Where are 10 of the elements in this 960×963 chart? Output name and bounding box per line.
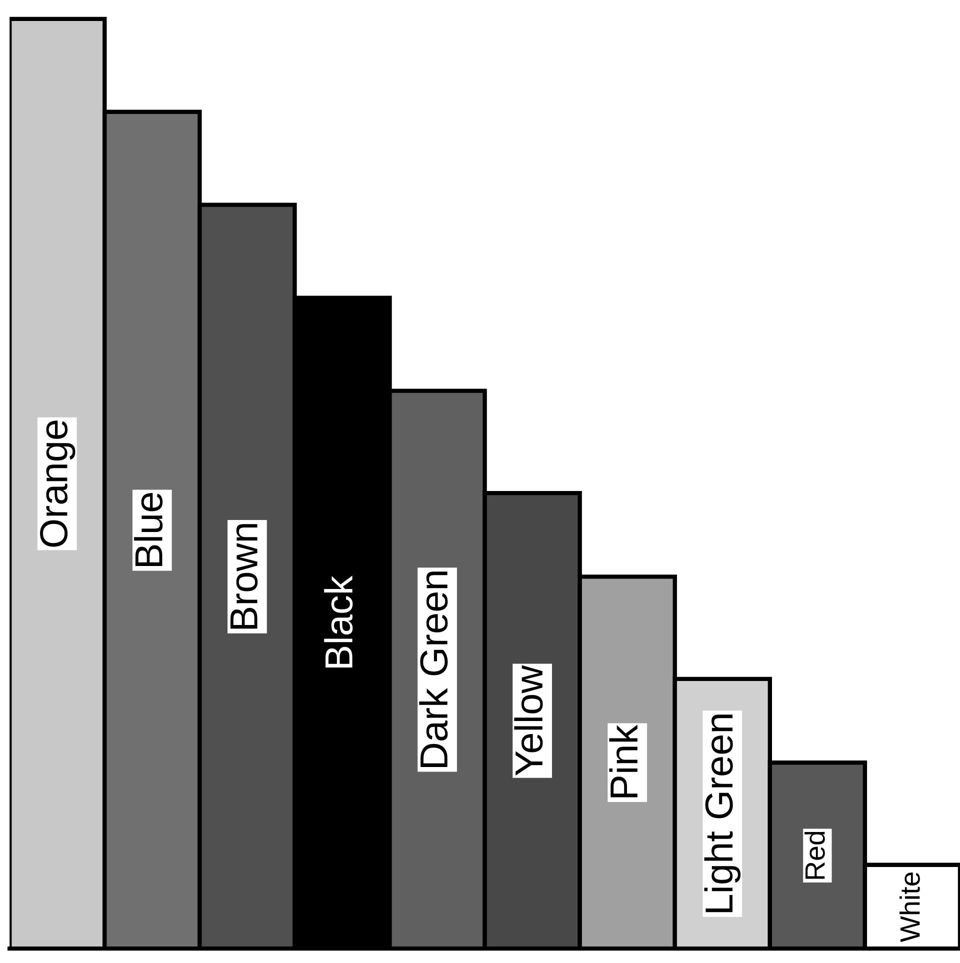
x-tick-label: Pink [609,724,638,798]
x-tick-label: Dark Green [419,572,448,767]
x-tick-label: Brown [230,524,258,629]
x-tick-label: Blue [134,493,163,566]
x-tick-label: Orange [40,420,76,547]
x-tick-label: Light Green [704,714,741,912]
x-tick-label: Red [804,832,825,879]
x-tick-label: Yellow [514,665,543,776]
x-tick-label: Black [324,576,353,668]
x-tick-label: White [900,872,920,942]
